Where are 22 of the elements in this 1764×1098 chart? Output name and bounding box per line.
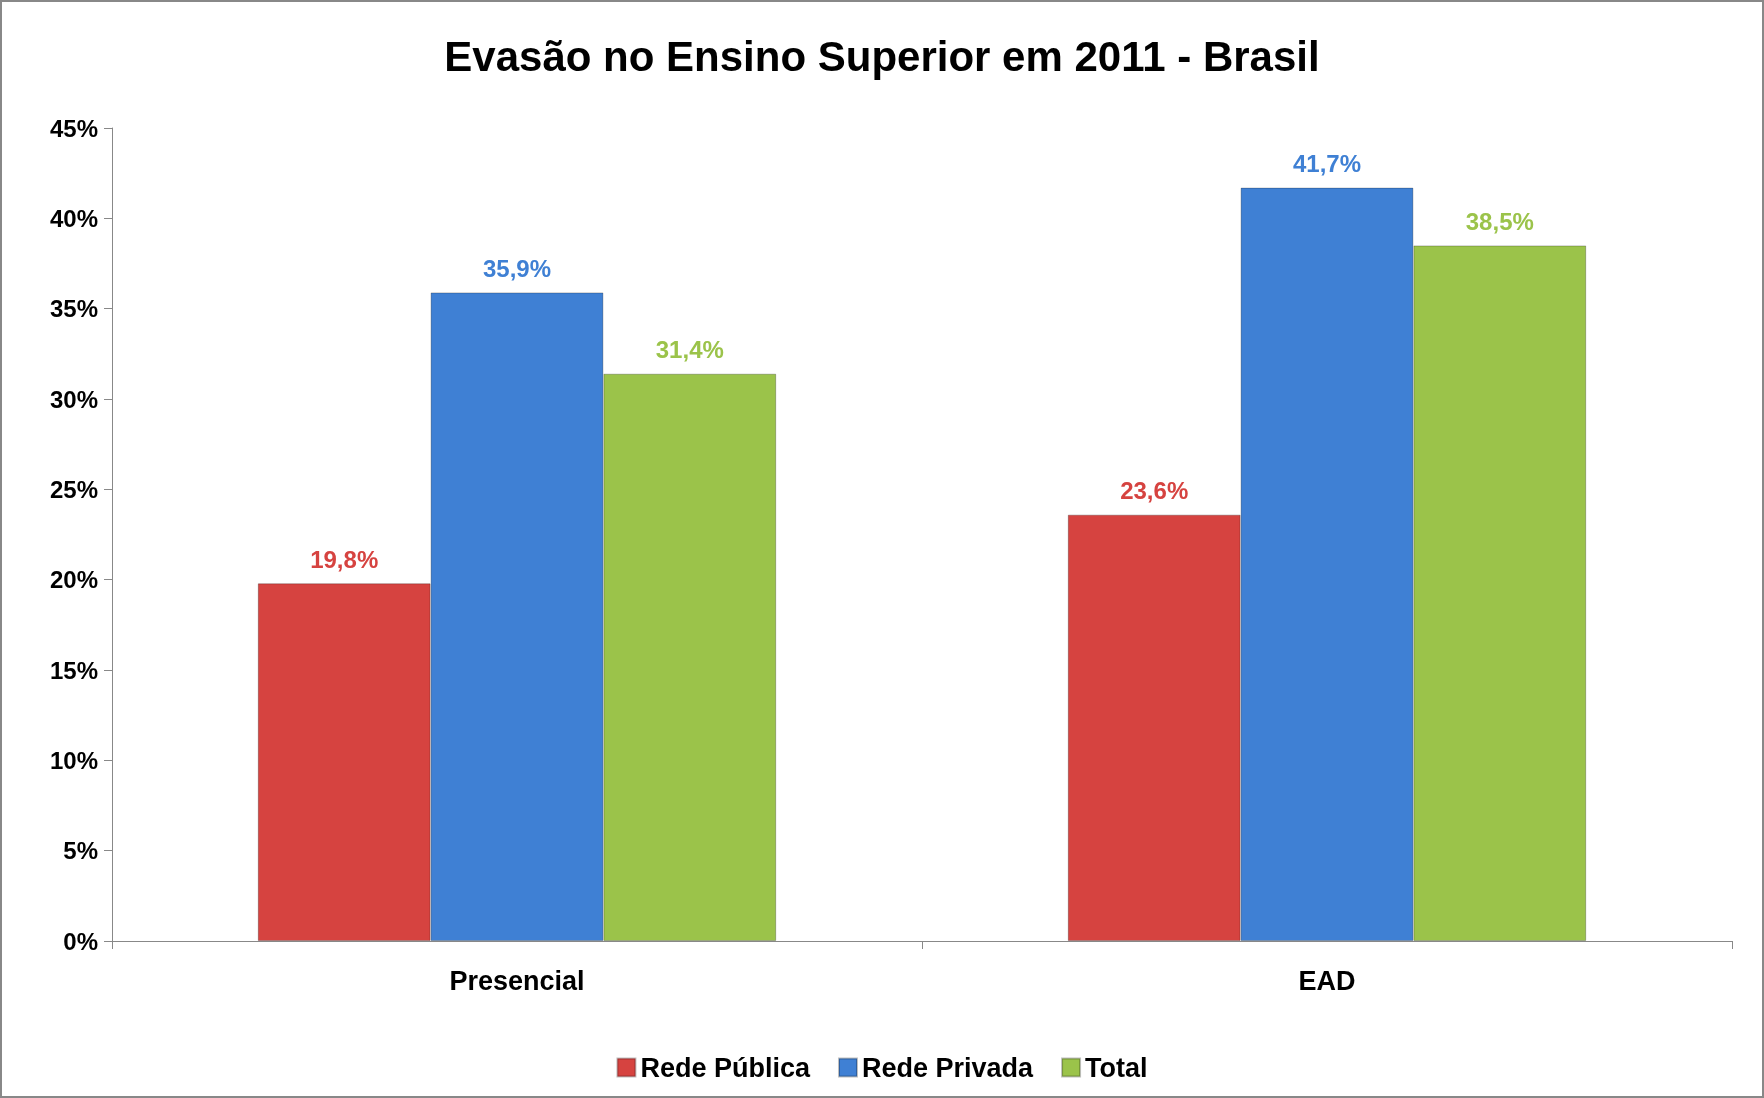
data-label: 35,9% [482,254,552,282]
y-tick-label: 10% [49,746,98,774]
legend-label: Rede Pública [640,1052,811,1083]
y-tick-label: 15% [49,656,98,684]
y-tick-label: 40% [49,204,98,232]
data-label: 19,8% [310,545,379,573]
x-tick-label: Presencial [449,965,585,996]
data-label: 38,5% [1465,207,1534,235]
y-tick-label: 20% [49,566,98,594]
y-tick-label: 0% [63,927,98,955]
data-label: 23,6% [1120,477,1189,505]
y-tick-label: 35% [49,295,98,323]
data-label: 31,4% [655,336,724,364]
chart-title: Evasão no Ensino Superior em 2011 - Brasil [444,32,1320,80]
y-tick-label: 30% [49,385,98,413]
y-tick-label: 25% [49,475,98,503]
legend-label: Total [1085,1052,1148,1083]
legend-label: Rede Privada [861,1052,1035,1083]
data-label: 41,7% [1292,150,1362,178]
y-tick-label: 45% [49,114,98,142]
y-tick-label: 5% [63,837,98,865]
x-tick-label: EAD [1298,965,1356,996]
